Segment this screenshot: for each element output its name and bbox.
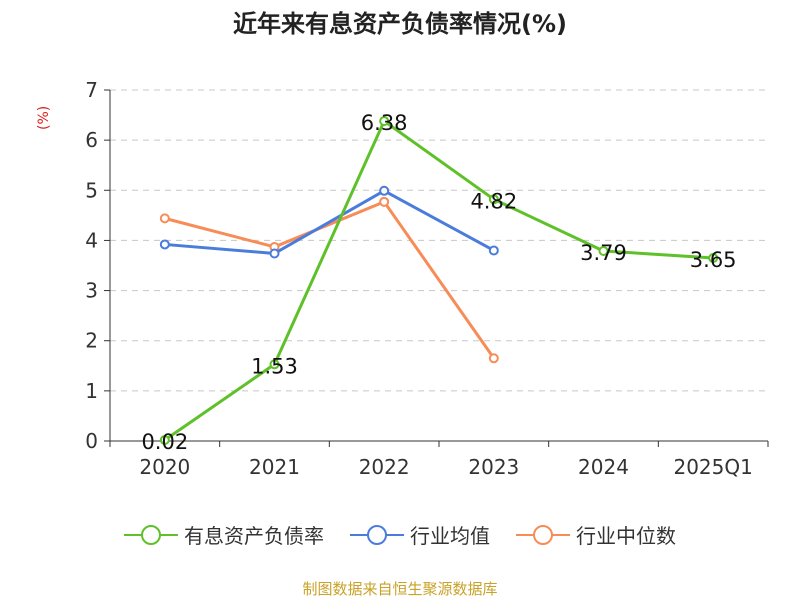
data-point [488, 353, 499, 364]
data-label: 6.38 [361, 111, 408, 135]
x-tick-label: 2024 [578, 455, 629, 479]
data-point [159, 213, 170, 224]
series-line-2 [164, 200, 496, 360]
data-label: 1.53 [251, 354, 298, 378]
source-note: 制图数据来自恒生聚源数据库 [302, 580, 498, 598]
data-label: 3.79 [580, 241, 627, 265]
legend-label: 有息资产负债率 [184, 524, 324, 548]
series-line-1 [164, 189, 495, 255]
y-tick-label: 3 [85, 279, 98, 303]
legend-marker-icon [124, 524, 178, 545]
legend-item-series-0[interactable]: 有息资产负债率 [124, 520, 324, 549]
data-point [379, 185, 390, 196]
y-tick-label: 6 [85, 128, 98, 152]
y-tick-label: 4 [85, 228, 98, 252]
data-point [159, 239, 170, 250]
data-point [488, 194, 499, 205]
x-tick-label: 2025Q1 [673, 455, 752, 479]
data-point [488, 245, 499, 256]
y-tick-label: 5 [85, 178, 98, 202]
legend-label: 行业中位数 [576, 524, 676, 548]
data-point [269, 359, 280, 370]
x-tick-label: 2021 [249, 455, 300, 479]
data-point [708, 252, 719, 263]
data-point [379, 116, 390, 127]
data-point [379, 196, 390, 207]
y-tick-label: 1 [85, 379, 98, 403]
y-tick-label: 0 [85, 429, 98, 453]
legend-item-series-2[interactable]: 行业中位数 [516, 520, 676, 549]
data-point [269, 248, 280, 259]
legend-marker-icon [350, 524, 404, 545]
data-point [598, 245, 609, 256]
x-tick-label: 2022 [359, 455, 410, 479]
legend-marker-icon [516, 524, 570, 545]
data-label: 3.65 [690, 248, 737, 272]
x-tick-label: 2020 [139, 455, 190, 479]
x-tick-label: 2023 [468, 455, 519, 479]
data-label: 4.82 [470, 189, 517, 213]
legend: 有息资产负债率 行业均值 行业中位数 [0, 520, 800, 549]
y-tick-label: 2 [85, 329, 98, 353]
data-label: 0.02 [141, 430, 188, 454]
y-tick-label: 7 [85, 78, 98, 102]
data-point [159, 434, 170, 445]
chart-title: 近年来有息资产负债率情况(%) [233, 10, 567, 38]
legend-label: 行业均值 [410, 524, 490, 548]
series-line-0 [163, 119, 714, 442]
legend-item-series-1[interactable]: 行业均值 [350, 520, 490, 549]
